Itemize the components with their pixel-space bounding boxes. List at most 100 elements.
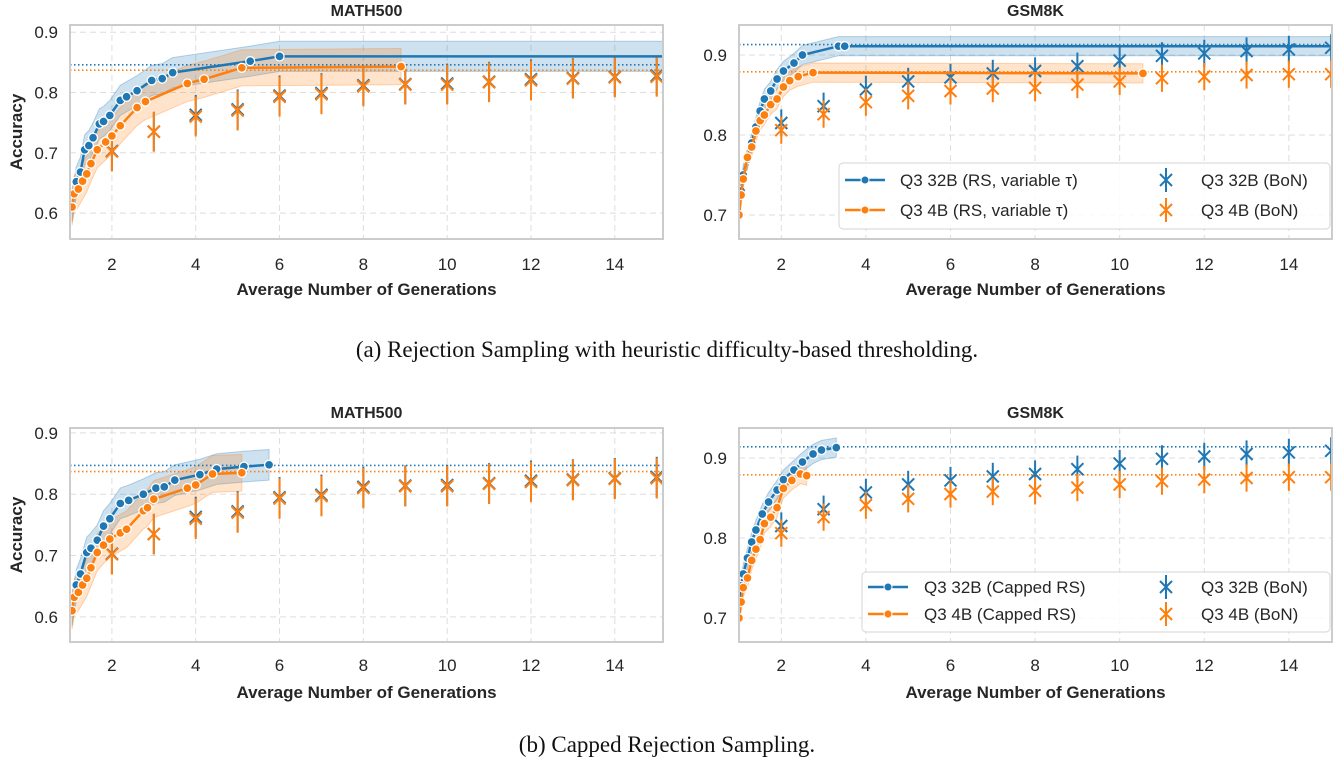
bon-point [774, 123, 789, 137]
rs-point [759, 93, 770, 105]
rs-point [801, 470, 812, 481]
x-tick-label: 6 [275, 656, 284, 675]
legend-marker [860, 205, 870, 215]
bon-point [1070, 480, 1085, 495]
bon-point [650, 471, 663, 485]
bon-point [356, 481, 371, 495]
x-tick-label: 4 [191, 255, 200, 274]
subplot-title: GSM8K [1007, 3, 1064, 20]
plot-area [739, 428, 1332, 642]
bon-point [986, 469, 1000, 484]
legend-marker [883, 609, 893, 619]
bon-point [1070, 59, 1085, 73]
bon-point [440, 77, 454, 92]
axes-frame [738, 427, 1333, 643]
rs-point [121, 524, 132, 535]
rs-point [739, 582, 749, 593]
x-axis-label: Average Number of Generations [905, 683, 1165, 702]
legend-label: Q3 32B (BoN) [1201, 171, 1308, 190]
y-tick-label: 0.9 [703, 46, 727, 65]
rs-point [793, 71, 804, 82]
rs-point [839, 41, 850, 52]
rs-point [763, 496, 774, 508]
legend-x-marker [1159, 173, 1173, 187]
bon-point [608, 472, 622, 486]
rs-point [742, 572, 753, 584]
rs-point [194, 469, 206, 480]
bon-point [356, 79, 371, 94]
rs-point [104, 110, 115, 121]
bon-point [398, 479, 412, 493]
rs-point [81, 573, 92, 584]
bon-point [1155, 474, 1169, 488]
rs-point [739, 612, 745, 624]
subplot-title: GSM8K [1007, 405, 1064, 422]
x-tick-label: 10 [438, 255, 457, 274]
rs-point [797, 49, 808, 61]
rs-point [182, 482, 193, 494]
rs-point [771, 502, 783, 513]
bon-point [901, 74, 915, 89]
x-tick-label: 2 [777, 656, 786, 675]
bon-point [566, 473, 580, 487]
legend-marker [883, 582, 893, 592]
rs-point [788, 57, 800, 69]
bon-point [1239, 471, 1254, 485]
bon-point [650, 70, 663, 84]
bon-point [1112, 456, 1127, 471]
legend-x-marker [1159, 580, 1173, 594]
rs-point [778, 483, 789, 494]
axes-frame [738, 24, 1333, 240]
bon-point [1028, 81, 1042, 95]
x-tick-label: 2 [107, 255, 116, 274]
x-tick-label: 12 [1195, 656, 1214, 675]
bon-point [566, 71, 580, 86]
rs-point [759, 518, 770, 529]
rs-point [771, 73, 783, 85]
bon-point [901, 89, 915, 103]
bon-point [608, 70, 622, 85]
x-tick-label: 12 [522, 255, 541, 274]
x-tick-label: 4 [191, 656, 200, 675]
rs-point [138, 489, 149, 500]
x-tick-label: 14 [1279, 656, 1298, 675]
rs-point [245, 56, 256, 67]
rs-point [98, 116, 109, 127]
plot-area [70, 25, 663, 239]
rs-point [182, 78, 193, 89]
rs-point [85, 158, 97, 169]
bon-point [230, 103, 245, 118]
bon-point [314, 489, 329, 503]
x-tick-label: 8 [1030, 255, 1039, 274]
bon-point [1028, 467, 1042, 481]
bon-point [1197, 449, 1211, 464]
rs-point [274, 51, 285, 62]
x-tick-label: 6 [275, 255, 284, 274]
bon-point [230, 505, 245, 520]
x-tick-label: 2 [777, 255, 786, 274]
bon-point [1239, 68, 1254, 82]
bon-point [943, 487, 958, 501]
subplot-1: 2 4 6 8 10 12 14 0.7 0.8 0.9 GSM8K Average Number o… [703, 3, 1333, 299]
bon-point [1155, 71, 1169, 85]
rs-point [765, 512, 776, 523]
rs-point [742, 152, 753, 163]
rs-point [169, 474, 180, 486]
rs-point [70, 201, 78, 213]
rs-point [115, 120, 126, 131]
rs-point [115, 498, 126, 509]
bon-point [1112, 53, 1127, 68]
y-axis-label: Accuracy [7, 496, 26, 573]
bon-point [901, 492, 915, 506]
bon-point [1070, 77, 1085, 92]
rs-point [739, 173, 749, 185]
x-tick-label: 14 [605, 255, 624, 274]
subplot-0: 2 4 6 8 10 12 14 0.6 0.7 0.8 0.9 MATH500 Average Num… [7, 3, 664, 299]
rs-point [73, 183, 84, 195]
rs-point [121, 91, 132, 102]
y-axis-label: Accuracy [7, 93, 26, 170]
rs-point [739, 209, 745, 221]
bon-point [1197, 69, 1211, 84]
rs-point [784, 75, 795, 86]
bon-point [524, 73, 538, 88]
